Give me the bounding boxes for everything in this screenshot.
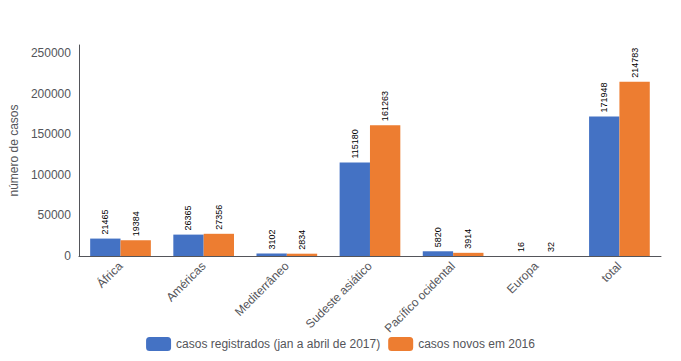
svg-text:16: 16: [516, 242, 526, 252]
svg-text:casos novos em 2016: casos novos em 2016: [418, 337, 535, 351]
svg-text:3914: 3914: [463, 229, 473, 249]
svg-text:250000: 250000: [31, 46, 71, 60]
svg-text:5820: 5820: [433, 227, 443, 247]
svg-text:50000: 50000: [38, 208, 72, 222]
svg-text:Europa: Europa: [504, 259, 541, 296]
svg-text:total: total: [598, 259, 624, 285]
svg-text:casos registrados (jan a abril: casos registrados (jan a abril de 2017): [176, 337, 380, 351]
svg-text:26365: 26365: [183, 206, 193, 231]
svg-text:19384: 19384: [131, 211, 141, 236]
svg-text:3102: 3102: [267, 229, 277, 249]
svg-text:27356: 27356: [214, 205, 224, 230]
svg-text:África: África: [93, 258, 126, 291]
svg-text:115180: 115180: [350, 129, 360, 158]
svg-text:100000: 100000: [31, 168, 71, 182]
svg-text:0: 0: [64, 249, 71, 263]
svg-text:200000: 200000: [31, 87, 71, 101]
svg-text:150000: 150000: [31, 127, 71, 141]
svg-text:214783: 214783: [630, 48, 640, 78]
svg-text:Pacífico ocidental: Pacífico ocidental: [382, 259, 458, 335]
svg-text:171948: 171948: [599, 82, 609, 112]
svg-text:161263: 161263: [380, 91, 390, 121]
svg-text:Mediterrâneo: Mediterrâneo: [232, 259, 292, 319]
svg-text:Sudeste asiático: Sudeste asiático: [303, 259, 375, 331]
svg-text:21465: 21465: [100, 210, 110, 235]
svg-text:número de casos: número de casos: [7, 104, 21, 196]
svg-text:Américas: Américas: [163, 259, 208, 304]
svg-text:32: 32: [546, 242, 556, 252]
svg-text:2834: 2834: [297, 230, 307, 250]
